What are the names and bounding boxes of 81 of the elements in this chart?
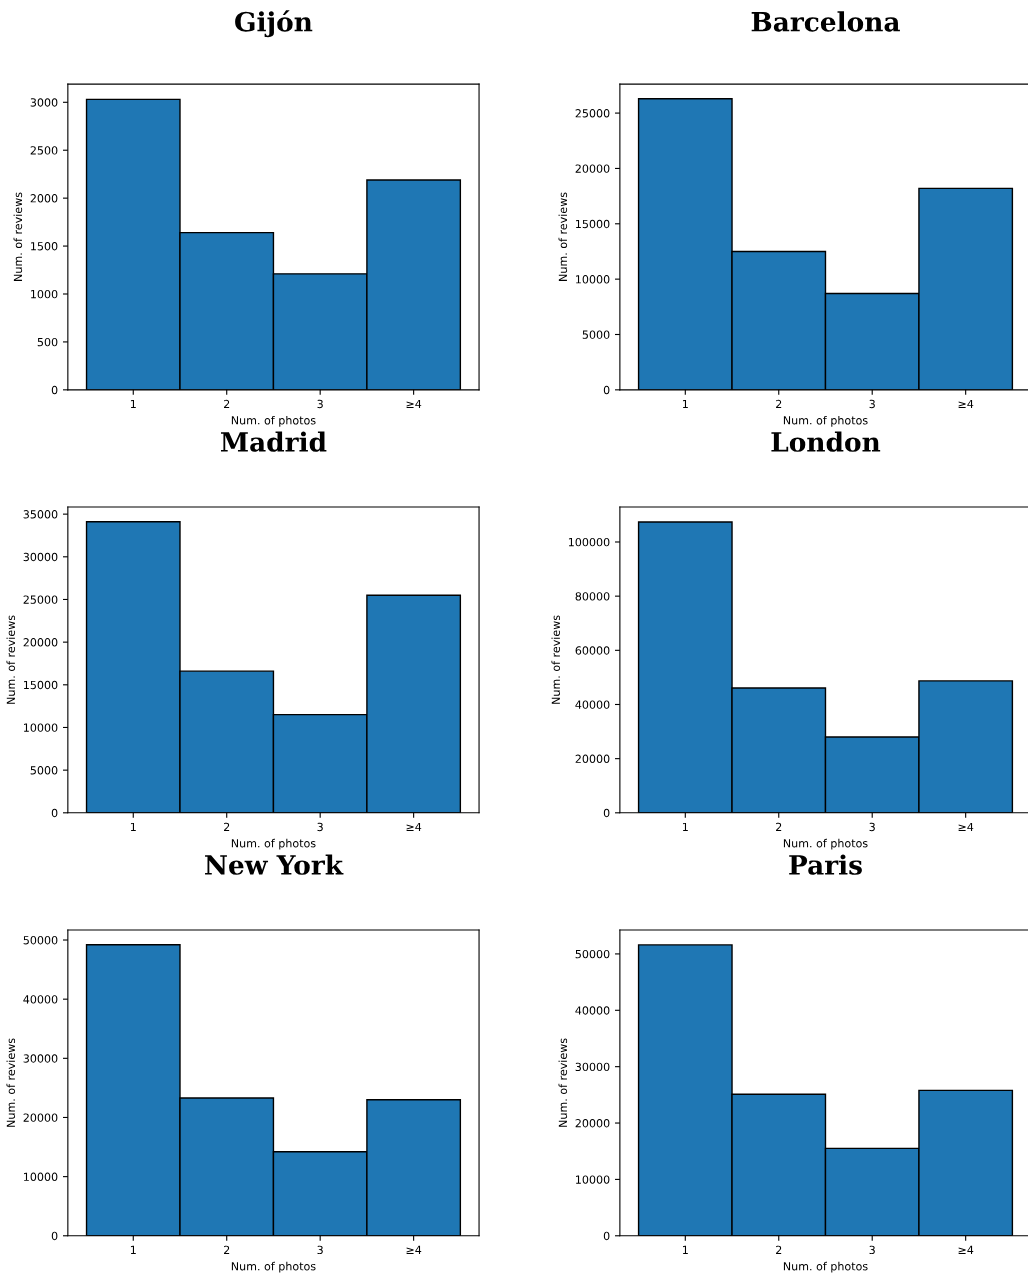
- y-tick-label: 30000: [23, 552, 58, 562]
- x-tick-label: 3: [869, 399, 875, 409]
- x-tick-label: 3: [869, 822, 875, 832]
- x-axis-title: Num. of photos: [783, 415, 868, 427]
- y-tick-label: 50000: [575, 949, 610, 959]
- x-axis-title: Num. of photos: [231, 838, 316, 850]
- y-tick-label: 3000: [30, 98, 58, 107]
- y-axis-title: Num. of reviews: [6, 615, 16, 704]
- y-axis-title: Num. of reviews: [558, 192, 568, 281]
- y-tick-label: 80000: [575, 592, 610, 601]
- chart-title: Barcelona: [751, 11, 900, 32]
- y-tick-label: 30000: [23, 1054, 58, 1063]
- y-tick-label: 5000: [30, 766, 58, 775]
- chart-title: London: [771, 431, 881, 452]
- y-axis-title: Num. of reviews: [558, 1038, 568, 1127]
- y-tick-label: 5000: [582, 330, 610, 339]
- chart-title: Gijón: [235, 10, 313, 38]
- y-tick-label: 15000: [24, 680, 58, 690]
- x-tick-label: 2: [224, 399, 230, 409]
- y-tick-label: 40000: [575, 700, 610, 709]
- y-tick-label: 40000: [23, 995, 58, 1004]
- y-tick-label: 50000: [23, 935, 58, 945]
- x-tick-label: ≥4: [958, 822, 974, 831]
- y-tick-label: 35000: [23, 510, 58, 519]
- x-tick-label: 1: [130, 1245, 136, 1254]
- y-tick-label: 15000: [576, 219, 610, 229]
- x-tick-label: 2: [224, 822, 230, 831]
- y-tick-label: 10000: [576, 275, 610, 284]
- x-tick-label: 3: [317, 1245, 323, 1255]
- x-tick-label: ≥4: [406, 822, 422, 831]
- x-tick-label: ≥4: [406, 1245, 422, 1254]
- y-tick-label: 2500: [30, 146, 58, 155]
- y-tick-label: 2000: [30, 194, 58, 203]
- y-tick-label: 25000: [575, 109, 610, 118]
- y-tick-label: 10000: [24, 1172, 58, 1182]
- y-tick-label: 0: [603, 385, 610, 395]
- x-tick-label: ≥4: [958, 1245, 974, 1254]
- y-tick-label: 20000: [23, 1113, 58, 1122]
- y-tick-label: 30000: [575, 1062, 610, 1072]
- y-tick-label: 25000: [23, 595, 58, 604]
- y-tick-label: 0: [603, 808, 610, 818]
- x-axis-title: Num. of photos: [231, 415, 316, 427]
- x-axis-title: Num. of photos: [231, 1261, 316, 1273]
- x-tick-label: 2: [776, 822, 782, 831]
- x-tick-label: 1: [130, 822, 136, 831]
- y-tick-label: 10000: [24, 723, 58, 732]
- chart-title: Madrid: [220, 431, 327, 452]
- y-axis-title: Num. of reviews: [551, 615, 561, 704]
- x-tick-label: 1: [682, 1245, 688, 1254]
- x-tick-label: ≥4: [406, 399, 422, 409]
- y-tick-label: 500: [37, 337, 58, 347]
- x-tick-label: 3: [869, 1245, 875, 1255]
- y-tick-label: 1000: [31, 289, 58, 299]
- x-tick-label: 1: [130, 399, 136, 409]
- y-tick-label: 40000: [575, 1006, 610, 1015]
- x-tick-label: 3: [317, 822, 323, 832]
- x-tick-label: 2: [776, 399, 782, 409]
- x-tick-label: 1: [682, 822, 688, 831]
- y-axis-title: Num. of reviews: [6, 1038, 16, 1127]
- y-tick-label: 20000: [575, 164, 610, 173]
- y-tick-label: 20000: [23, 638, 58, 647]
- y-tick-label: 0: [51, 385, 58, 395]
- y-tick-label: 10000: [576, 1175, 610, 1184]
- x-tick-label: 1: [682, 399, 688, 409]
- y-axis-title: Num. of reviews: [13, 192, 23, 281]
- y-tick-label: 0: [603, 1231, 610, 1241]
- y-tick-label: 1500: [31, 242, 58, 251]
- y-tick-label: 20000: [575, 1119, 610, 1128]
- x-tick-label: 2: [776, 1245, 782, 1254]
- chart-title: New York: [205, 854, 344, 875]
- y-tick-label: 0: [51, 808, 58, 818]
- x-axis-title: Num. of photos: [783, 1261, 868, 1273]
- x-tick-label: 2: [224, 1245, 230, 1254]
- x-tick-label: 3: [317, 399, 323, 409]
- y-tick-label: 20000: [575, 754, 610, 764]
- y-tick-label: 0: [51, 1231, 58, 1241]
- y-tick-label: 100000: [568, 537, 610, 547]
- chart-title: Paris: [789, 854, 862, 875]
- x-tick-label: ≥4: [958, 399, 974, 409]
- x-axis-title: Num. of photos: [783, 838, 868, 850]
- y-tick-label: 60000: [575, 646, 610, 655]
